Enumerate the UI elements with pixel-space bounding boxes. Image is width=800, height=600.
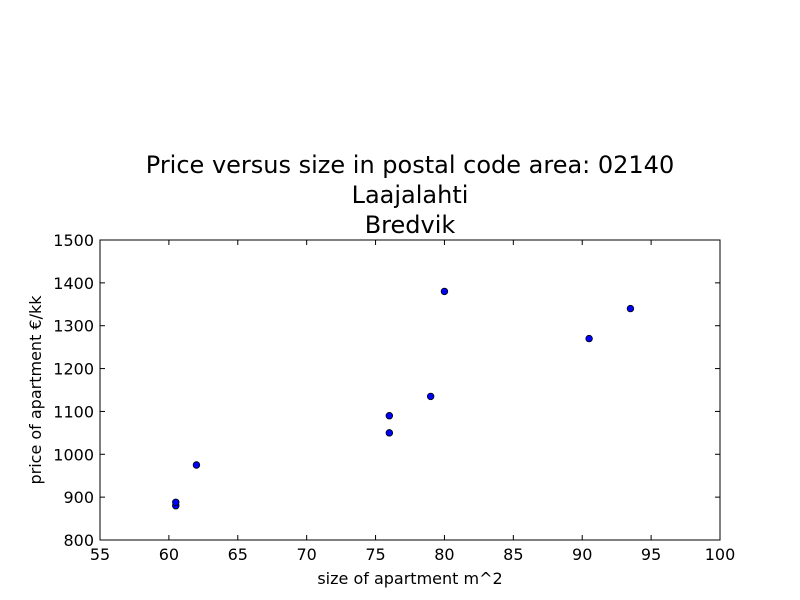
axis-ticks: 55 60 65 70 75 80 85 90 95 100 800 900 1000 1100 1200 1… [53,231,735,564]
chart-title-line-2: Laajalahti [352,181,469,209]
x-tick-label: 60 [159,545,179,564]
y-tick-label: 1000 [53,445,94,464]
y-tick-label: 900 [63,488,94,507]
x-tick-label: 70 [296,545,316,564]
data-point [440,287,449,296]
x-tick-label: 55 [90,545,110,564]
y-tick-label: 1500 [53,231,94,250]
data-point [192,461,201,469]
y-tick-label: 1300 [53,317,94,336]
data-points [172,287,635,510]
plot-area-frame [99,239,721,541]
x-axis-label: size of apartment m^2 [317,569,502,588]
y-tick-label: 800 [63,531,94,550]
data-point [385,429,394,437]
data-point [585,334,593,343]
data-point [626,304,635,313]
chart-title: Price versus size in postal code area: 0… [146,151,674,239]
data-point [172,498,180,506]
chart-title-line-3: Bredvik [365,211,456,239]
y-axis-label: price of apartment €/kk [26,295,45,485]
x-tick-label: 65 [228,545,248,564]
data-point [426,392,435,401]
y-tick-label: 1200 [53,360,94,379]
x-tick-label: 80 [434,545,454,564]
x-tick-label: 90 [572,545,592,564]
data-point [385,412,394,420]
y-tick-label: 1100 [53,402,94,421]
x-tick-label: 75 [365,545,385,564]
y-tick-label: 1400 [53,274,94,293]
chart-title-line-1: Price versus size in postal code area: 0… [146,151,674,179]
x-tick-label: 100 [705,545,736,564]
x-tick-label: 95 [641,545,661,564]
x-tick-label: 85 [503,545,523,564]
